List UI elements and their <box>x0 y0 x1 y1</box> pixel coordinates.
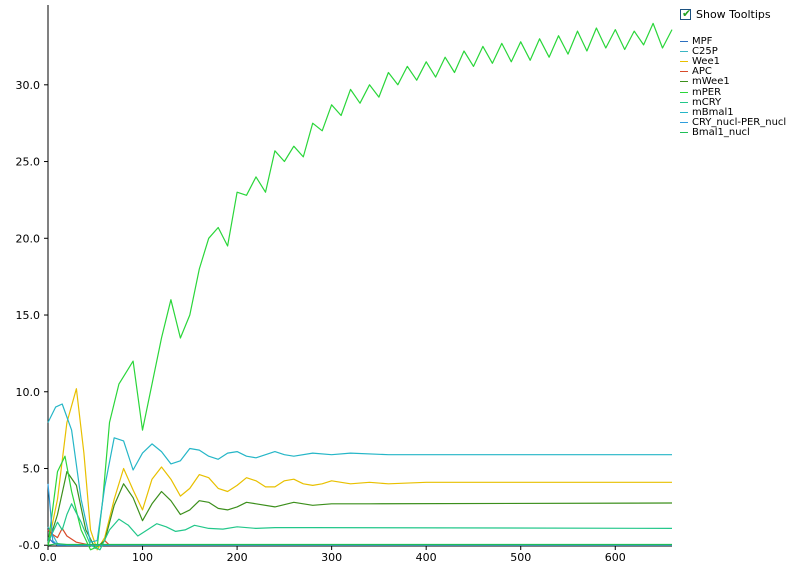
legend-swatch <box>680 81 688 83</box>
y-tick-label: 5.0 <box>23 462 41 475</box>
legend-item: CRY_nucl-PER_nucl <box>680 117 787 129</box>
legend-item: mPER <box>680 86 786 98</box>
chart-legend: MPF C25P Wee1 APC mWee1 mPER mCRY mBmal1 CRY_nuc… <box>680 36 786 138</box>
x-tick-label: 500 <box>510 551 531 564</box>
y-tick-label: 15.0 <box>16 309 41 322</box>
y-tick-label: 25.0 <box>16 156 41 169</box>
y-tick-label: 10.0 <box>16 386 41 399</box>
legend-label: mCRY <box>692 96 722 108</box>
legend-swatch <box>680 60 688 62</box>
legend-item: APC <box>680 66 786 78</box>
series-layer <box>47 22 673 551</box>
legend-label: mPER <box>692 86 722 98</box>
show-tooltips-label: Show Tooltips <box>696 8 771 21</box>
legend-item: Wee1 <box>680 55 786 67</box>
y-tick-label: 30.0 <box>16 79 41 92</box>
legend-swatch <box>680 71 688 73</box>
x-tick-label: 300 <box>321 551 342 564</box>
series-line-mcry[interactable] <box>47 503 673 551</box>
x-tick-label: 100 <box>132 551 153 564</box>
legend-item: mBmal1 <box>680 106 786 118</box>
checkbox-box[interactable]: ✔ <box>680 7 692 20</box>
x-tick-label: 200 <box>227 551 248 564</box>
check-icon: ✔ <box>682 7 692 20</box>
legend-label: MPF <box>692 35 713 47</box>
legend-label: C25P <box>692 45 718 57</box>
legend-item: MPF <box>680 35 786 47</box>
legend-label: APC <box>692 66 712 78</box>
legend-label: mWee1 <box>692 76 730 88</box>
x-tick-label: 400 <box>416 551 437 564</box>
legend-swatch <box>680 111 688 113</box>
legend-swatch <box>680 122 688 124</box>
series-line-c25p[interactable] <box>47 526 672 546</box>
y-tick-label: 20.0 <box>16 232 41 245</box>
series-line-mbmal1[interactable] <box>47 403 672 543</box>
series-line-wee1[interactable] <box>47 388 672 551</box>
legend-swatch <box>680 91 688 93</box>
legend-swatch <box>680 40 688 42</box>
series-line-mper[interactable] <box>47 22 673 551</box>
show-tooltips-checkbox[interactable]: ✔ Show Tooltips <box>680 7 771 21</box>
legend-label: Bmal1_nucl <box>692 127 750 139</box>
legend-label: CRY_nucl-PER_nucl <box>692 117 787 129</box>
series-line-apc[interactable] <box>47 527 672 546</box>
y-tick-label: -0.0 <box>19 539 40 552</box>
legend-swatch <box>680 101 688 103</box>
legend-swatch <box>680 132 688 134</box>
legend-label: Wee1 <box>692 55 720 67</box>
chart-axes: -0.0 5.0 10.0 15.0 20.0 25.0 30.0 0.0 100 200 300 4… <box>16 5 672 564</box>
legend-swatch <box>680 50 688 52</box>
legend-item: C25P <box>680 45 786 57</box>
legend-item: mCRY <box>680 96 786 108</box>
x-tick-label: 600 <box>605 551 626 564</box>
legend-item: mWee1 <box>680 76 786 88</box>
legend-label: mBmal1 <box>692 106 734 118</box>
x-tick-label: 0.0 <box>39 551 57 564</box>
series-line-bmal1-nucl[interactable] <box>47 543 672 546</box>
legend-item: Bmal1_nucl <box>680 127 786 139</box>
series-line-cry-nucl-per-nucl[interactable] <box>47 483 672 546</box>
